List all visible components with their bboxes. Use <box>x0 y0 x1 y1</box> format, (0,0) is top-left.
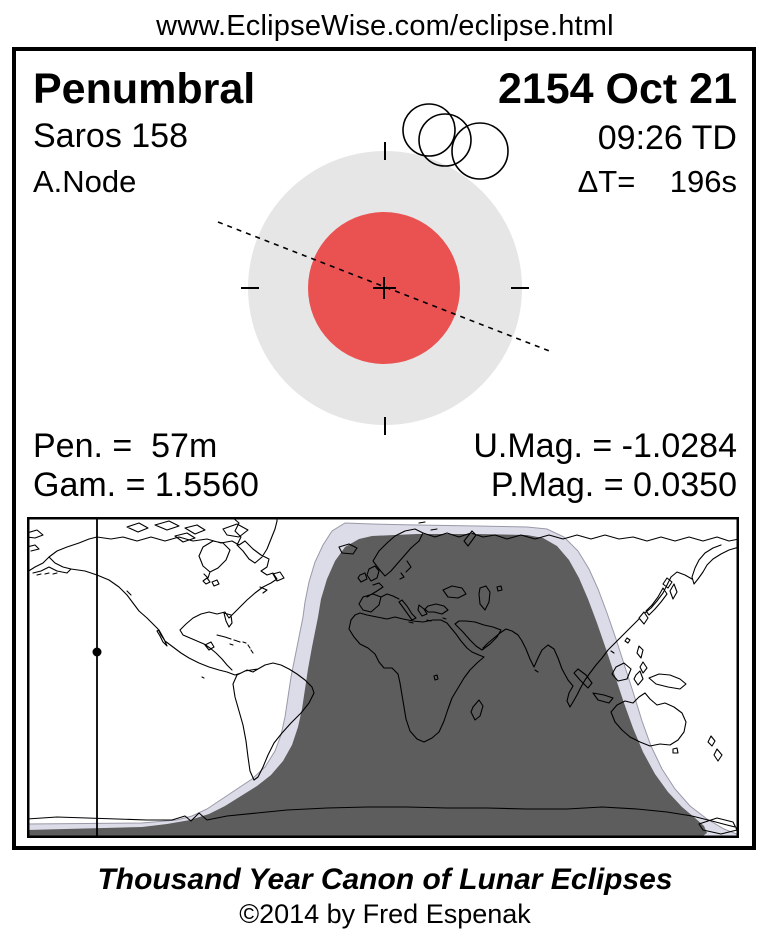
moon-zenith-point-dot <box>92 647 102 657</box>
eclipse-card: Penumbral Saros 158 A.Node 2154 Oct 21 0… <box>12 47 756 850</box>
shadow-center-cross <box>373 277 396 299</box>
umbral-magnitude: U.Mag. = -1.0284 <box>473 427 737 465</box>
visibility-zone-dark <box>27 534 707 838</box>
node-label: A.Node <box>33 164 137 199</box>
saros-label: Saros 158 <box>33 117 188 155</box>
coastline-asia-oceania <box>418 521 739 762</box>
moon-contact-outlines <box>402 103 509 180</box>
canon-title: Thousand Year Canon of Lunar Eclipses <box>97 863 673 896</box>
page-url: www.EclipseWise.com/eclipse.html <box>156 10 614 42</box>
coastline-americas <box>27 517 358 781</box>
gamma-value: Gam. = 1.5560 <box>33 466 259 504</box>
moon-outline-greatest <box>418 113 472 167</box>
moon-outline-first <box>402 103 456 157</box>
copyright-line: ©2014 by Fred Espenak <box>239 899 531 929</box>
moon-outline-last <box>451 122 509 180</box>
eclipse-time: 09:26 TD <box>597 119 737 157</box>
delta-t-value: ΔT= 196s <box>577 164 737 199</box>
penumbral-duration: Pen. = 57m <box>33 427 218 465</box>
penumbral-magnitude: P.Mag. = 0.0350 <box>490 466 737 504</box>
shadow-geometry-diagram <box>217 103 553 435</box>
axis-tick-marks <box>241 142 529 435</box>
world-coastlines <box>27 517 739 835</box>
eclipse-type-label: Penumbral <box>33 65 256 113</box>
eclipse-date: 2154 Oct 21 <box>497 65 737 113</box>
visibility-map <box>27 517 739 838</box>
map-border <box>27 517 739 838</box>
